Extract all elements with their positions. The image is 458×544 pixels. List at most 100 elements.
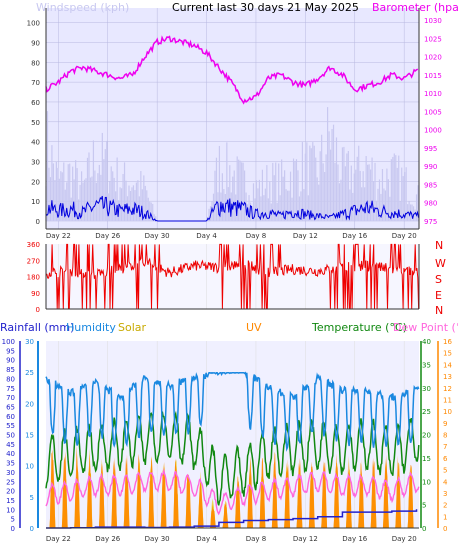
temperature-tick-label: 5	[422, 502, 426, 510]
rainfall-tick-label: 95	[6, 347, 15, 355]
baro-tick-label: 1025	[424, 35, 442, 43]
uv-tick-label: 5	[443, 467, 447, 475]
wind-tick-label: 90	[31, 39, 40, 47]
wx-x-tick-label: Day 12	[293, 535, 318, 543]
baro-tick-label: 975	[424, 218, 437, 226]
rainfall-tick-label: 85	[6, 366, 15, 374]
wind-tick-label: 100	[27, 20, 40, 28]
rainfall-tick-label: 70	[6, 394, 15, 402]
temperature-tick-label: 35	[422, 361, 431, 369]
wx-x-tick-label: Day 16	[342, 535, 368, 543]
uv-tick-label: 14	[443, 361, 452, 369]
humidity-tick-label: 20	[25, 400, 34, 408]
humidity-label: Humidity	[66, 321, 116, 334]
dir-tick-label: 360	[27, 241, 40, 249]
direction-label-n2: N	[435, 304, 443, 317]
dir-tick-label: 270	[27, 257, 40, 265]
barometer-axis-label: Barometer (hpa)	[372, 1, 458, 14]
humidity-tick-label: 15	[25, 432, 34, 440]
uv-label: UV	[246, 321, 262, 334]
wx-x-tick-label: Day 30	[145, 535, 170, 543]
uv-tick-label: 16	[443, 338, 452, 346]
wind-x-tick-label: Day 8	[246, 232, 267, 240]
uv-series-area	[46, 445, 419, 528]
temperature-tick-label: 40	[422, 338, 431, 346]
humidity-series-line	[45, 371, 420, 452]
wind-x-tick-label: Day 16	[342, 232, 368, 240]
uv-tick-label: 9	[443, 420, 447, 428]
temperature-tick-label: 25	[422, 408, 431, 416]
wind-tick-label: 40	[31, 139, 40, 147]
dewpoint-series-line	[45, 468, 420, 516]
rainfall-tick-label: 55	[6, 422, 15, 430]
wx-x-tick-label: Day 20	[392, 535, 417, 543]
baro-tick-label: 1030	[424, 17, 442, 25]
baro-tick-label: 1005	[424, 108, 442, 116]
rainfall-tick-label: 65	[6, 403, 15, 411]
wind-direction-series-line	[45, 243, 420, 310]
baro-tick-label: 985	[424, 181, 437, 189]
uv-tick-label: 6	[443, 455, 448, 463]
uv-tick-label: 11	[443, 396, 452, 404]
wind-x-tick-label: Day 22	[46, 232, 71, 240]
wind-x-tick-label: Day 20	[392, 232, 417, 240]
rainfall-tick-label: 60	[6, 413, 15, 421]
uv-tick-label: 8	[443, 432, 447, 440]
baro-tick-label: 980	[424, 200, 437, 208]
rainfall-series-line	[46, 509, 418, 529]
rainfall-tick-label: 35	[6, 460, 15, 468]
temperature-tick-label: 30	[422, 385, 431, 393]
uv-tick-label: 0	[443, 525, 447, 533]
temperature-tick-label: 15	[422, 455, 431, 463]
temperature-series-line	[45, 410, 420, 506]
rainfall-tick-label: 45	[6, 441, 15, 449]
humidity-tick-label: 25	[25, 369, 34, 377]
rainfall-tick-label: 20	[6, 488, 15, 496]
wind-tick-label: 70	[31, 79, 40, 87]
baro-tick-label: 995	[424, 145, 437, 153]
baro-tick-label: 990	[424, 163, 437, 171]
direction-label-w: W	[435, 257, 446, 270]
baro-tick-label: 1010	[424, 90, 442, 98]
dir-tick-label: 0	[36, 306, 40, 314]
temperature-label: Temperature (°C)	[311, 321, 407, 334]
wind-x-tick-label: Day 4	[196, 232, 217, 240]
uv-tick-label: 12	[443, 385, 452, 393]
rainfall-tick-label: 90	[6, 357, 15, 365]
rainfall-tick-label: 0	[11, 525, 15, 533]
wx-x-tick-label: Day 8	[246, 535, 267, 543]
wx-x-tick-label: Day 22	[46, 535, 71, 543]
uv-tick-label: 7	[443, 443, 447, 451]
wx-x-tick-label: Day 4	[196, 535, 217, 543]
rainfall-tick-label: 40	[6, 450, 15, 458]
baro-tick-label: 1020	[424, 54, 442, 62]
rainfall-tick-label: 80	[6, 375, 15, 383]
temperature-tick-label: 10	[422, 478, 431, 486]
wind-tick-label: 80	[31, 59, 40, 67]
wind-tick-label: 60	[31, 99, 40, 107]
rainfall-tick-label: 100	[2, 338, 15, 346]
uv-tick-label: 4	[443, 478, 448, 486]
uv-tick-label: 15	[443, 350, 452, 358]
rainfall-tick-label: 25	[6, 478, 15, 486]
barometer-series-line	[45, 35, 419, 105]
humidity-tick-label: 10	[25, 463, 34, 471]
wind-x-tick-label: Day 12	[293, 232, 318, 240]
rainfall-label: Rainfall (mm)	[0, 321, 74, 334]
rainfall-tick-label: 15	[6, 497, 15, 505]
rainfall-tick-label: 10	[6, 506, 15, 514]
wind-x-tick-label: Day 26	[95, 232, 121, 240]
direction-label-s: S	[435, 273, 442, 286]
direction-panel	[46, 244, 419, 309]
wind-tick-label: 20	[31, 178, 40, 186]
rainfall-tick-label: 75	[6, 385, 15, 393]
uv-tick-label: 13	[443, 373, 452, 381]
rainfall-tick-label: 50	[6, 432, 15, 440]
wind-tick-label: 30	[31, 158, 40, 166]
uv-tick-label: 10	[443, 408, 452, 416]
baro-tick-label: 1000	[424, 127, 442, 135]
wind-tick-label: 10	[31, 198, 40, 206]
rainfall-tick-label: 5	[11, 516, 15, 524]
dir-tick-label: 180	[27, 274, 40, 282]
